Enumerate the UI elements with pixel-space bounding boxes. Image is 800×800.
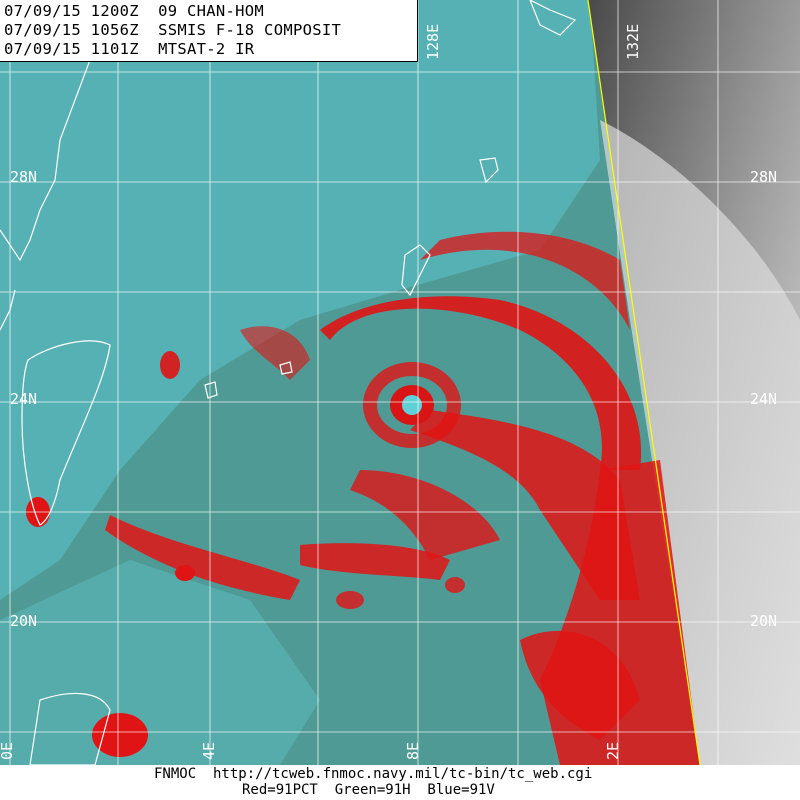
microwave-satellite-map bbox=[0, 0, 800, 765]
typhoon-eye bbox=[363, 362, 461, 448]
header-ir-line: 07/09/15 1101Z MTSAT-2 IR bbox=[4, 40, 255, 58]
footer-color-legend: Red=91PCT Green=91H Blue=91V bbox=[242, 782, 495, 798]
cyan-cloud-region-south bbox=[0, 560, 320, 765]
lat-label-20n: 20N bbox=[10, 612, 38, 630]
lat-lon-grid bbox=[0, 0, 800, 765]
cyan-cloud-region bbox=[0, 0, 600, 600]
lon-label-bottom-8e: 8E bbox=[404, 741, 422, 760]
header-analysis-time: 07/09/15 1200Z 09 CHAN-HOM bbox=[4, 2, 265, 20]
lon-label-128e: 128E bbox=[424, 23, 442, 60]
lat-label-20n-east: 20N bbox=[750, 612, 778, 630]
convection-bands bbox=[26, 231, 700, 765]
footer-source-url: FNMOC http://tcweb.fnmoc.navy.mil/tc-bin… bbox=[154, 766, 593, 782]
lat-label-28n: 28N bbox=[10, 168, 38, 186]
lon-label-bottom-2e: 2E bbox=[604, 741, 622, 760]
lon-label-132e: 132E bbox=[624, 23, 642, 60]
header-sensor-line: 07/09/15 1056Z SSMIS F-18 COMPOSIT bbox=[4, 21, 342, 39]
image-footer: FNMOC http://tcweb.fnmoc.navy.mil/tc-bin… bbox=[0, 765, 800, 800]
swath-edge-line bbox=[587, 0, 701, 765]
lon-label-bottom-0e: 0E bbox=[0, 741, 16, 760]
lat-label-24n: 24N bbox=[10, 390, 38, 408]
lat-label-28n-east: 28N bbox=[750, 168, 778, 186]
lat-label-24n-east: 24N bbox=[750, 390, 778, 408]
lon-label-bottom-4e: 4E bbox=[200, 741, 218, 760]
image-info-header: 07/09/15 1200Z 09 CHAN-HOM 07/09/15 1056… bbox=[0, 0, 418, 62]
ir-cloud-band bbox=[600, 120, 800, 765]
